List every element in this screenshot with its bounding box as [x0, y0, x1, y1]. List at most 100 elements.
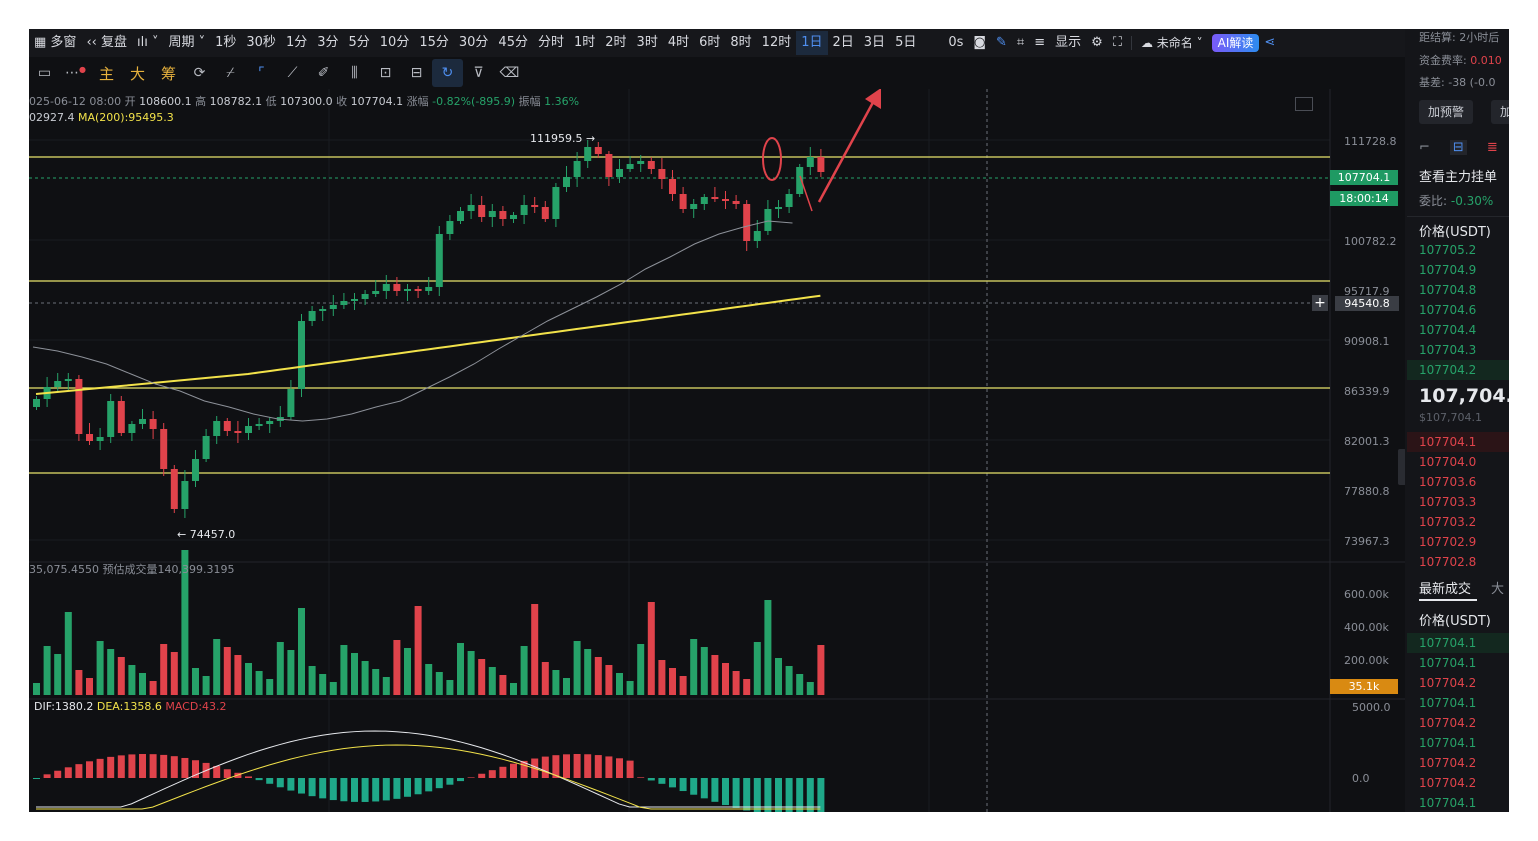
macd-bar	[637, 777, 645, 778]
interval-4[interactable]: 5分	[348, 35, 370, 50]
interval-0[interactable]: 1秒	[215, 35, 237, 50]
period-dropdown[interactable]: 周期 ˅	[168, 35, 206, 50]
interval-11[interactable]: 2时	[605, 35, 627, 50]
interval-6[interactable]: 15分	[419, 35, 449, 50]
ask-row[interactable]: 107704.8	[1419, 283, 1477, 297]
volume-bar	[393, 640, 401, 695]
macd-axis-label: 0.0	[1352, 772, 1370, 785]
ruler-icon[interactable]: ⟋	[287, 65, 298, 81]
bid-row[interactable]: 107703.2	[1419, 515, 1477, 529]
interval-10[interactable]: 1时	[573, 35, 596, 50]
magnet-icon[interactable]: ↻	[432, 59, 463, 87]
bid-row[interactable]: 107703.6	[1419, 475, 1477, 489]
interval-13[interactable]: 4时	[667, 35, 690, 50]
fullscreen-icon[interactable]: ⛶	[1112, 35, 1122, 50]
add-alert-button-2[interactable]: 加	[1491, 100, 1509, 124]
candle	[213, 421, 221, 436]
interval-8[interactable]: 45分	[498, 35, 528, 50]
volume-bar	[425, 664, 433, 695]
indicator-large[interactable]: 大	[129, 64, 145, 83]
filter-icon[interactable]: ⊽	[473, 65, 484, 81]
settings-icon[interactable]: ⚙	[1091, 35, 1103, 50]
list-icon[interactable]: ≡	[1034, 35, 1046, 50]
interval-12[interactable]: 3时	[636, 35, 658, 50]
orderbook-both-icon[interactable]: ⌐	[1419, 140, 1430, 155]
indicator-chips[interactable]: 筹	[160, 64, 176, 83]
interval-5[interactable]: 10分	[379, 35, 410, 50]
volume-bar	[446, 680, 454, 695]
add-alert-button[interactable]: 加预警	[1419, 100, 1474, 124]
candle	[149, 419, 157, 429]
panel-collapse-handle[interactable]	[1398, 449, 1405, 485]
ask-row[interactable]: 107704.9	[1419, 263, 1477, 277]
large-trades-tab[interactable]: 大	[1491, 582, 1505, 597]
arrow-up-head	[865, 88, 881, 109]
refresh-icon[interactable]: ⟳	[193, 65, 206, 81]
chart-type-icon[interactable]: ılı ˅	[136, 35, 159, 50]
multi-window-button[interactable]: ▦ 多窗	[34, 35, 77, 50]
interval-1[interactable]: 30秒	[246, 35, 276, 50]
latest-trades-tab[interactable]: 最新成交	[1419, 582, 1472, 597]
more-icon[interactable]: ⋯●	[65, 65, 86, 81]
ratio-value: -0.30%	[1450, 194, 1494, 208]
brush-off-icon[interactable]: ⌿	[226, 65, 235, 81]
dif-value: DIF:1380.2	[34, 700, 94, 713]
interval-7[interactable]: 30分	[458, 35, 489, 50]
interval-3[interactable]: 3分	[317, 35, 339, 50]
ai-analysis-button[interactable]: AI解读	[1211, 34, 1260, 52]
rectangle-icon[interactable]: ▭	[37, 65, 52, 81]
interval-17[interactable]: 1日	[796, 31, 828, 55]
close-label: 收	[336, 95, 348, 108]
trade-row: 107704.1	[1419, 656, 1477, 670]
replay-button[interactable]: ‹‹ 复盘	[86, 35, 127, 50]
volume-bar	[594, 657, 602, 695]
orderbook-asks-icon[interactable]: ≣	[1486, 140, 1498, 155]
crop-icon[interactable]: ⌗	[1016, 35, 1025, 50]
funding-value: 0.010	[1470, 54, 1502, 67]
bid-row[interactable]: 107703.3	[1419, 495, 1477, 509]
indicator-main[interactable]: 主	[98, 64, 114, 83]
ask-row[interactable]: 107704.2	[1419, 363, 1477, 377]
candles-icon[interactable]: ⫼	[351, 65, 358, 81]
candle	[308, 311, 316, 321]
interval-19[interactable]: 3日	[863, 35, 886, 50]
trash-icon[interactable]: ⌫	[499, 65, 520, 81]
macd-bar	[393, 778, 401, 799]
orderbook-title[interactable]: 查看主力挂单	[1419, 170, 1498, 185]
interval-14[interactable]: 6时	[699, 35, 721, 50]
interval-18[interactable]: 2日	[832, 35, 854, 50]
bid-row[interactable]: 107702.8	[1419, 555, 1477, 569]
draw-pen-icon[interactable]: ✐	[317, 65, 330, 81]
amplitude-label: 振幅	[518, 95, 541, 108]
interval-2[interactable]: 1分	[285, 35, 308, 50]
share-icon[interactable]: ⋖	[1264, 35, 1276, 50]
interval-15[interactable]: 8时	[730, 35, 752, 50]
ask-row[interactable]: 107704.4	[1419, 323, 1477, 337]
bid-row[interactable]: 107702.9	[1419, 535, 1477, 549]
interval-20[interactable]: 5日	[895, 35, 917, 50]
pen-icon[interactable]: ✎	[996, 35, 1007, 50]
expand-icon[interactable]	[1295, 97, 1313, 111]
bid-row[interactable]: 107704.0	[1419, 455, 1477, 469]
macd-bar	[170, 756, 178, 778]
chart-plot[interactable]: 111728.8 100782.2 95717.9 90908.1 86339.9 820…	[29, 29, 1405, 812]
camera-icon[interactable]: ◙	[973, 35, 987, 50]
ask-row[interactable]: 107705.2	[1419, 243, 1477, 257]
bid-row[interactable]: 107704.1	[1419, 435, 1477, 449]
candle	[488, 211, 496, 217]
interval-16[interactable]: 12时	[761, 35, 792, 50]
ask-row[interactable]: 107704.3	[1419, 343, 1477, 357]
display-button[interactable]: 显示	[1055, 35, 1082, 50]
volume-axis-label: 600.00k	[1344, 588, 1389, 601]
orderbook-price-header: 价格(USDT)	[1419, 225, 1491, 240]
orderbook-bids-icon[interactable]: ⊟	[1449, 140, 1467, 155]
trades-price-header: 价格(USDT)	[1419, 614, 1491, 629]
trade-row: 107704.2	[1419, 756, 1477, 770]
lock-icon[interactable]: ⊡	[379, 65, 392, 81]
crosshair-icon[interactable]: ⌜	[258, 65, 265, 81]
interval-9[interactable]: 分时	[537, 35, 564, 50]
ask-row[interactable]: 107704.6	[1419, 303, 1477, 317]
note-icon[interactable]: ⊟	[410, 65, 423, 81]
layout-dropdown[interactable]: ☁ 未命名 ˅	[1140, 36, 1203, 50]
add-level-icon[interactable]: +	[1312, 295, 1328, 311]
